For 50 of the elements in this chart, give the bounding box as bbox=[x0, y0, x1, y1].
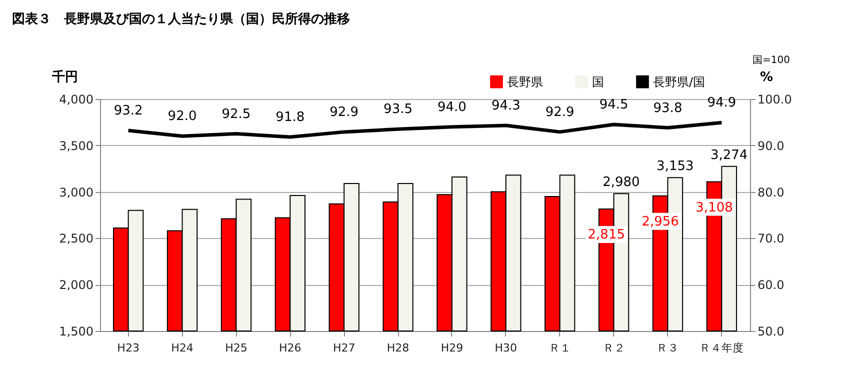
y2-tick-label: 100.0 bbox=[758, 92, 792, 106]
x-tick-label: Ｒ４年度 bbox=[700, 342, 744, 354]
data-label: 94.0 bbox=[437, 100, 466, 115]
data-label: 92.0 bbox=[168, 109, 197, 124]
y-tick-label: 2,500 bbox=[59, 232, 94, 246]
x-tick-label: H28 bbox=[386, 342, 410, 354]
x-tick-label: H23 bbox=[117, 342, 140, 354]
x-tick-label: H27 bbox=[332, 342, 356, 354]
x-tick-label: H24 bbox=[171, 342, 194, 354]
x-tick-label: H26 bbox=[279, 342, 302, 354]
legend-label: 長野県 bbox=[507, 74, 543, 89]
data-label: 94.3 bbox=[491, 98, 520, 114]
x-tick-label: H29 bbox=[440, 342, 464, 354]
x-tick-label: Ｒ２ bbox=[602, 342, 625, 354]
y-tick-label: 3,000 bbox=[59, 185, 94, 200]
y2-tick-label: 70.0 bbox=[758, 232, 784, 246]
x-tick-label: Ｒ１ bbox=[548, 342, 571, 354]
y2-tick-label: 50.0 bbox=[758, 324, 784, 338]
y2-tick-label: 90.0 bbox=[758, 138, 784, 153]
data-label: 91.8 bbox=[276, 110, 305, 126]
data-label: 3,274 bbox=[710, 148, 748, 163]
data-label: 94.5 bbox=[599, 98, 628, 113]
x-tick-label: H30 bbox=[494, 342, 518, 354]
legend-label: 国 bbox=[592, 74, 604, 89]
data-label: 2,956 bbox=[642, 214, 679, 230]
x-tick-label: Ｒ３ bbox=[656, 342, 679, 354]
data-label: 92.9 bbox=[330, 104, 359, 120]
y-axis-title: 千円 bbox=[51, 69, 78, 85]
data-label: 94.9 bbox=[707, 96, 736, 111]
y-tick-label: 4,000 bbox=[59, 92, 94, 106]
y-tick-label: 1,500 bbox=[59, 324, 94, 338]
data-label: 92.9 bbox=[545, 104, 574, 120]
y2-axis-title: % bbox=[760, 70, 774, 85]
data-label: 93.5 bbox=[384, 102, 413, 118]
x-tick-label: H25 bbox=[225, 342, 248, 354]
y-tick-label: 3,500 bbox=[59, 138, 94, 153]
chart-title: 図表３ 長野県及び国の１人当たり県（国）民所得の推移 bbox=[12, 11, 350, 27]
y2-tick-label: 80.0 bbox=[758, 185, 784, 200]
y-tick-label: 2,000 bbox=[59, 278, 94, 292]
text: 国=100 bbox=[752, 55, 790, 66]
data-label: 3,108 bbox=[696, 200, 733, 216]
data-label: 93.8 bbox=[653, 100, 682, 116]
data-label: 93.2 bbox=[114, 104, 143, 119]
data-label: 3,153 bbox=[656, 159, 694, 174]
legend-label: 長野県/国 bbox=[653, 74, 706, 89]
y2-tick-label: 60.0 bbox=[758, 278, 784, 292]
data-label: 92.5 bbox=[222, 106, 251, 122]
data-label: 2,815 bbox=[588, 227, 625, 242]
data-label: 2,980 bbox=[602, 175, 640, 190]
line-series bbox=[126, 120, 724, 139]
